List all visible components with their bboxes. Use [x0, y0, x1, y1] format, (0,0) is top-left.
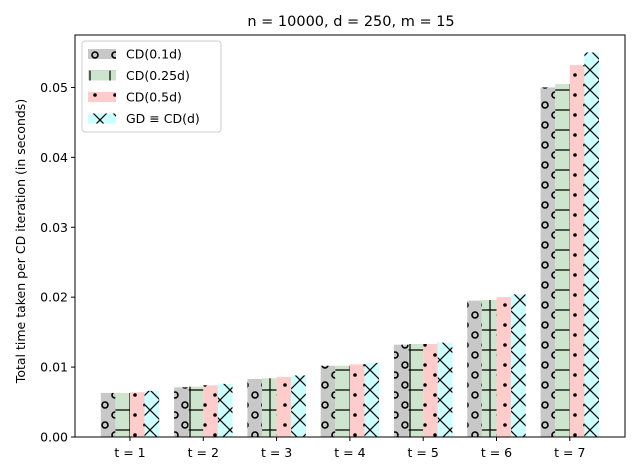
legend-label: CD(0.1d) — [126, 47, 182, 62]
bar-hatch — [247, 378, 262, 437]
x-tick-label: t = 4 — [334, 445, 365, 460]
bar — [335, 365, 350, 437]
bar-hatch — [217, 383, 233, 437]
bar-hatch — [496, 297, 512, 437]
bar — [217, 383, 233, 437]
bar-hatch — [467, 300, 482, 437]
legend-frame — [81, 40, 222, 133]
bar-hatch — [349, 364, 365, 437]
bar-hatch — [144, 390, 160, 437]
bar — [130, 392, 145, 437]
bar-hatch — [188, 386, 204, 437]
bar-hatch — [437, 342, 453, 437]
x-tick-label: t = 5 — [408, 445, 439, 460]
legend-item: CD(0.5d) — [88, 90, 182, 105]
legend-item: CD(0.25d) — [88, 68, 190, 83]
legend-label: CD(0.25d) — [126, 68, 190, 83]
legend-swatch-hatch — [88, 70, 116, 81]
bar-hatch — [320, 365, 336, 437]
bar — [394, 344, 409, 437]
bar — [262, 378, 277, 437]
x-tick-label: t = 6 — [481, 445, 512, 460]
bar — [276, 376, 292, 437]
bar — [188, 386, 204, 437]
bar — [555, 83, 570, 437]
bar — [408, 344, 424, 437]
bar — [481, 299, 497, 437]
bar-hatch — [115, 392, 130, 437]
x-tick-label: t = 1 — [114, 445, 145, 460]
bar-hatch — [511, 294, 526, 437]
bar-hatch — [291, 375, 306, 437]
x-axis: t = 1 t = 2 t = 3 t = 4 t = 5 t = 6 t = 7 — [114, 437, 585, 460]
x-tick-label: t = 2 — [188, 445, 219, 460]
y-tick-label: 0.05 — [40, 80, 68, 95]
bar — [540, 87, 556, 437]
plot-frame — [74, 34, 626, 438]
legend: CD(0.1d) CD(0.25d) CD(0.5d) GD ≡ CD(d) — [81, 40, 222, 133]
bar-hatch — [555, 83, 570, 437]
y-tick-label: 0.03 — [40, 220, 68, 235]
bar-hatch — [423, 344, 438, 437]
bar — [496, 297, 512, 437]
x-tick-label: t = 7 — [554, 445, 585, 460]
bar — [349, 364, 365, 437]
bar-hatch — [540, 87, 556, 437]
legend-item: GD ≡ CD(d) — [88, 111, 200, 126]
chart-title: n = 10000, d = 250, m = 15 — [247, 14, 454, 30]
y-tick-label: 0.00 — [40, 430, 68, 445]
bar — [144, 390, 160, 437]
bar — [584, 52, 599, 437]
legend-label: CD(0.5d) — [126, 90, 182, 105]
legend-swatch-hatch — [88, 49, 116, 59]
x-tick-label: t = 3 — [261, 445, 292, 460]
bar — [100, 392, 116, 437]
bar — [320, 365, 336, 437]
bar-hatch — [569, 65, 585, 437]
bar-hatch — [335, 365, 350, 437]
bar — [203, 385, 218, 437]
bar — [437, 342, 453, 437]
bar-hatch — [262, 378, 277, 437]
y-tick-label: 0.01 — [40, 360, 68, 375]
bar — [423, 344, 438, 437]
bar-hatch — [584, 52, 599, 437]
legend-swatch-hatch — [88, 92, 116, 102]
bar — [569, 65, 585, 437]
bar — [467, 300, 482, 437]
bar-hatch — [174, 387, 189, 437]
bar — [115, 392, 130, 437]
bar — [291, 375, 306, 437]
bar-hatch — [203, 385, 218, 437]
legend-swatch-hatch — [88, 113, 116, 124]
bar-hatch — [364, 362, 380, 437]
bar-hatch — [408, 344, 424, 437]
bar — [174, 387, 189, 437]
y-axis: 0.00 0.01 0.02 0.03 0.04 0.05 — [40, 80, 75, 445]
bar — [511, 294, 526, 437]
bar — [247, 378, 262, 437]
y-axis-label: Total time taken per CD iteration (in se… — [13, 99, 28, 384]
bar — [364, 362, 380, 437]
legend-item: CD(0.1d) — [88, 47, 182, 62]
bars-group — [100, 52, 599, 437]
bar-hatch — [276, 376, 292, 437]
y-tick-label: 0.02 — [40, 290, 68, 305]
bar-hatch — [130, 392, 145, 437]
bar-hatch — [100, 392, 116, 437]
bar-hatch — [481, 299, 497, 437]
legend-label: GD ≡ CD(d) — [126, 111, 200, 126]
bar-hatch — [394, 344, 409, 437]
y-tick-label: 0.04 — [40, 150, 68, 165]
